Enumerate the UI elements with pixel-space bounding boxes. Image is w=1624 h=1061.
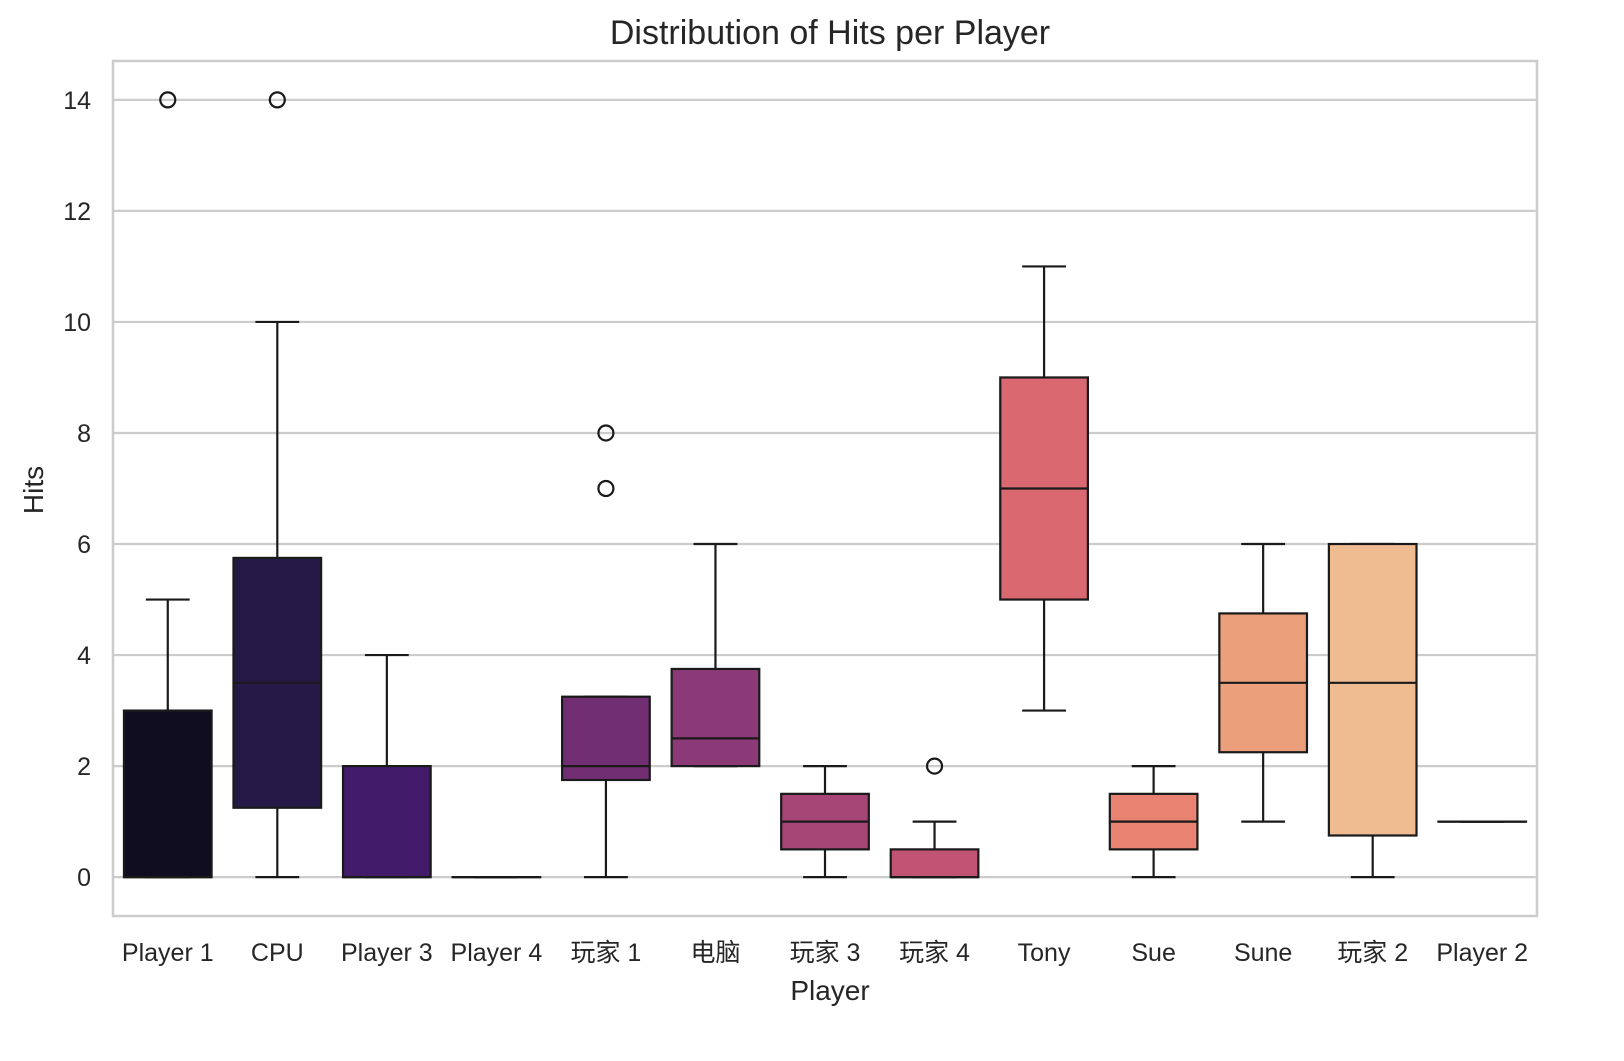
box-iqr [122, 709, 213, 879]
y-tick-labels: 0 2 4 6 8 10 12 14 [63, 87, 91, 892]
x-tick-label: Sue [1131, 939, 1175, 967]
box-9 [1108, 764, 1199, 879]
box-6 [780, 764, 870, 879]
box-5 [670, 542, 761, 768]
x-tick-label: Player 1 [122, 939, 214, 967]
y-tick-label: 4 [77, 642, 91, 670]
outlier-point [159, 91, 177, 109]
y-tick-label: 10 [63, 309, 91, 337]
x-tick-label: 玩家 4 [899, 939, 970, 967]
x-tick-label: 玩家 2 [1337, 939, 1408, 967]
y-tick-label: 14 [63, 87, 91, 115]
box-10 [1218, 542, 1309, 823]
box-7 [889, 757, 980, 879]
box-4 [561, 424, 651, 879]
gridlines [113, 98, 1537, 879]
x-tick-label: Player 2 [1436, 939, 1528, 967]
outlier-point [925, 757, 944, 775]
y-tick-label: 0 [77, 864, 91, 892]
x-tick-label: 玩家 3 [790, 939, 861, 967]
x-tick-label: 玩家 1 [570, 939, 641, 967]
box-iqr [889, 848, 980, 879]
chart-title: Distribution of Hits per Player [610, 14, 1050, 52]
box-iqr [341, 764, 432, 879]
y-tick-label: 8 [77, 420, 91, 448]
x-axis-title: Player [790, 975, 869, 1006]
box-iqr [670, 667, 761, 768]
box-iqr [561, 695, 651, 782]
box-11 [1327, 542, 1418, 879]
box-0 [122, 91, 213, 879]
x-tick-label: 电脑 [690, 939, 740, 967]
box-2 [341, 653, 432, 879]
x-tick-label: Sune [1234, 939, 1292, 967]
x-tick-labels: Player 1 CPU Player 3 Player 4 玩家 1 电脑 玩家 3 玩家 … [122, 939, 1528, 967]
box-iqr [1327, 542, 1418, 837]
y-axis-title: Hits [18, 466, 49, 514]
plot-frame [111, 59, 1539, 918]
x-tick-label: CPU [251, 939, 304, 967]
outlier-point [597, 479, 615, 498]
x-tick-label: Player 4 [451, 939, 543, 967]
y-tick-label: 2 [77, 753, 91, 781]
y-tick-label: 6 [77, 531, 91, 559]
outlier-point [268, 91, 286, 109]
box-1 [232, 91, 323, 879]
x-tick-label: Player 3 [341, 939, 433, 967]
box-8 [999, 265, 1089, 712]
y-tick-label: 12 [63, 198, 91, 226]
outlier-point [597, 424, 615, 442]
boxes [122, 91, 1528, 879]
x-tick-label: Tony [1018, 939, 1071, 967]
